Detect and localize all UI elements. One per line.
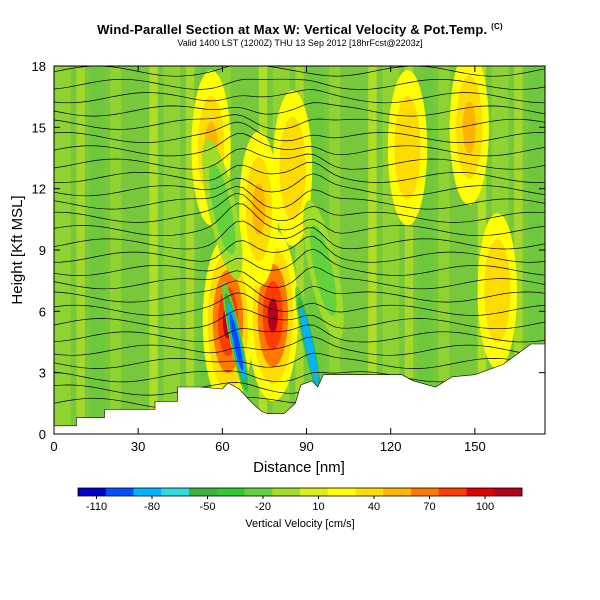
isentrope-line — [54, 220, 545, 250]
isentrope-line — [54, 161, 545, 183]
isentrope-line — [54, 173, 545, 197]
colorbar-tick-label: -50 — [200, 501, 216, 513]
isentrope-line — [54, 280, 545, 303]
field-band — [185, 66, 195, 434]
field-band — [514, 66, 523, 434]
x-tick-label: 30 — [131, 439, 145, 454]
isentrope-line — [54, 78, 545, 90]
colorbar-tick-label: -110 — [86, 501, 107, 513]
colorbar-swatch — [411, 488, 440, 496]
chart-title: Wind-Parallel Section at Max W: Vertical… — [97, 22, 503, 37]
isentrope-line — [54, 114, 545, 130]
field-band — [528, 66, 543, 434]
colorbar-ticks: -110 -80 -50 -20 10 40 70 100 — [86, 496, 494, 513]
isentrope-line — [54, 248, 545, 276]
colorbar-swatch — [133, 488, 162, 496]
colorbar-swatch — [494, 488, 523, 496]
x-tick-label: 120 — [380, 439, 402, 454]
colorbar-swatch — [466, 488, 495, 496]
isentrope-line — [54, 203, 545, 237]
isentrope-line — [54, 102, 545, 117]
colorbar-tick-label: -80 — [144, 501, 160, 513]
colorbar-tick-label: 70 — [423, 501, 435, 513]
x-tick-label: 150 — [464, 439, 486, 454]
field-band — [126, 66, 144, 434]
field-band — [368, 66, 377, 434]
x-tick-label: 60 — [215, 439, 229, 454]
field-band — [404, 66, 414, 434]
y-tick-label: 0 — [39, 427, 46, 442]
updraft-cell — [285, 142, 300, 195]
field-band — [328, 66, 341, 434]
field-band — [295, 66, 304, 434]
x-tick-label: 90 — [299, 439, 313, 454]
updraft-cell — [400, 121, 415, 174]
isentrope-line — [54, 185, 545, 210]
isentrope-line — [54, 308, 545, 330]
colorbar-frame — [77, 487, 523, 497]
potential-temperature-contours — [54, 66, 545, 409]
field-band — [149, 66, 158, 434]
field-band — [76, 66, 85, 434]
colorbar-label: Vertical Velocity [cm/s] — [245, 518, 354, 530]
colorbar-tick-label: -20 — [255, 501, 271, 513]
isentrope-line — [54, 66, 545, 77]
field-band — [438, 66, 450, 434]
colorbar-tick-label: 100 — [476, 501, 494, 513]
y-tick-label: 9 — [39, 243, 46, 258]
field-band — [54, 66, 71, 434]
x-axis-label: Distance [nm] — [253, 459, 345, 476]
y-tick-label: 18 — [32, 59, 46, 74]
isentrope-line — [54, 266, 545, 290]
colorbar-swatch — [355, 488, 384, 496]
downdraft-cell — [302, 317, 317, 375]
isentrope-line — [54, 121, 545, 144]
isentrope-line — [54, 89, 545, 104]
y-axis-ticks: 0 3 6 9 12 15 18 — [32, 59, 545, 442]
isentrope-line — [54, 192, 545, 223]
updraft-cell — [267, 298, 278, 333]
updraft-cell — [252, 183, 266, 236]
isentrope-line — [54, 235, 545, 263]
colorbar-tick-label: 10 — [312, 501, 324, 513]
colorbar — [77, 487, 523, 497]
y-axis-label: Height [Kft MSL] — [9, 195, 26, 304]
y-tick-label: 12 — [32, 182, 46, 197]
colorbar-swatch — [161, 488, 190, 496]
colorbar-swatch — [78, 488, 107, 496]
colorbar-swatch — [383, 488, 412, 496]
downdraft-cell — [229, 313, 244, 371]
colorbar-tick-label: 40 — [368, 501, 380, 513]
updraft-cell — [462, 101, 476, 154]
isentrope-line — [54, 148, 545, 170]
terrain-mask — [54, 343, 545, 434]
colorbar-swatch — [272, 488, 301, 496]
field-band — [90, 66, 105, 434]
updraft-cell — [490, 264, 504, 317]
x-axis-ticks: 0 30 60 90 120 150 — [50, 66, 486, 454]
colorbar-swatch — [438, 488, 467, 496]
x-tick-label: 0 — [50, 439, 57, 454]
chart-subtitle: Valid 1400 LST (1200Z) THU 13 Sep 2012 [… — [177, 38, 423, 48]
colorbar-swatch — [244, 488, 273, 496]
y-tick-label: 15 — [32, 120, 46, 135]
colorbar-swatch — [189, 488, 218, 496]
isentrope-line — [54, 336, 545, 356]
field-band — [110, 66, 122, 434]
isentrope-line — [54, 133, 545, 157]
y-tick-label: 3 — [39, 366, 46, 381]
colorbar-swatch — [327, 488, 356, 496]
field-band — [163, 66, 181, 434]
y-tick-label: 6 — [39, 304, 46, 319]
isentrope-line — [54, 292, 545, 316]
downdraft-cell — [209, 163, 236, 255]
isentrope-line — [54, 352, 545, 369]
isentrope-line — [54, 324, 545, 343]
colorbar-swatch — [300, 488, 329, 496]
colorbar-swatch — [105, 488, 134, 496]
colorbar-swatch — [216, 488, 245, 496]
